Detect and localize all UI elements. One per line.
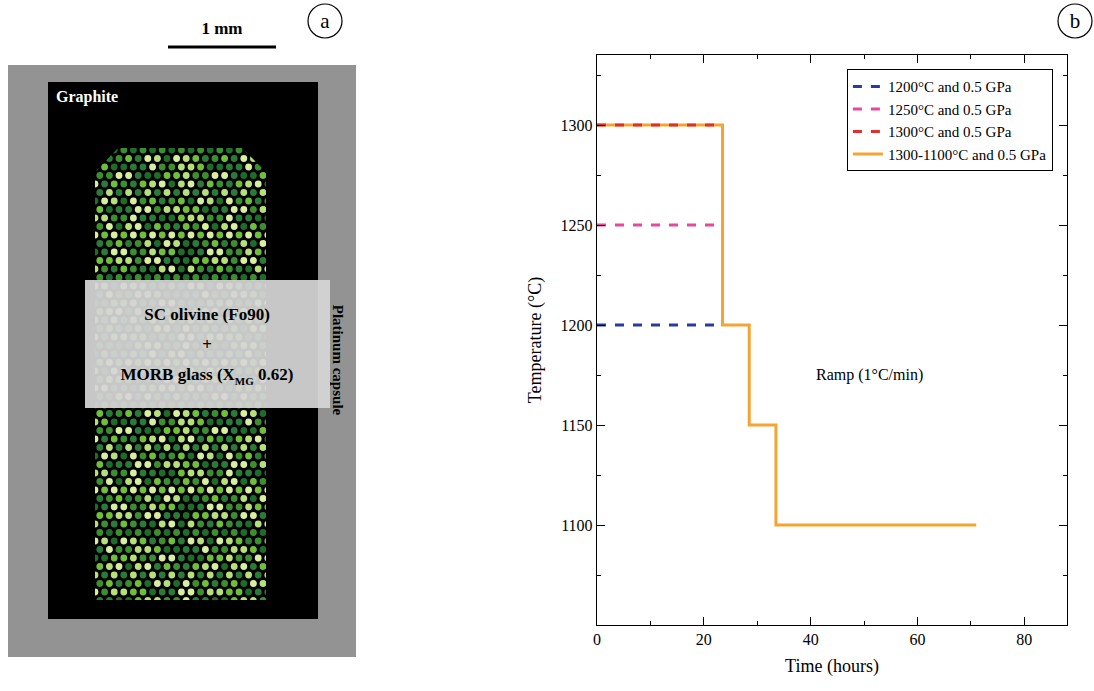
svg-text:SC olivine (Fo90): SC olivine (Fo90): [144, 305, 270, 324]
svg-text:Temperature (°C): Temperature (°C): [525, 277, 546, 403]
svg-text:1250: 1250: [561, 217, 593, 234]
svg-text:80: 80: [1016, 631, 1032, 648]
svg-text:40: 40: [803, 631, 819, 648]
svg-text:Graphite: Graphite: [56, 88, 118, 106]
svg-text:Time (hours): Time (hours): [785, 656, 879, 677]
svg-text:1150: 1150: [561, 417, 592, 434]
svg-text:Platinum capsule: Platinum capsule: [330, 305, 346, 416]
svg-text:1300: 1300: [561, 117, 593, 134]
svg-text:1 mm: 1 mm: [201, 19, 242, 38]
svg-text:1100: 1100: [561, 517, 592, 534]
svg-text:1300-1100°C and 0.5 GPa: 1300-1100°C and 0.5 GPa: [888, 147, 1046, 163]
svg-text:0: 0: [593, 631, 601, 648]
svg-text:60: 60: [909, 631, 925, 648]
svg-text:1300°C and 0.5 GPa: 1300°C and 0.5 GPa: [888, 124, 1012, 140]
svg-text:1200: 1200: [561, 317, 593, 334]
svg-text:20: 20: [696, 631, 712, 648]
svg-text:1250°C and 0.5 GPa: 1250°C and 0.5 GPa: [888, 102, 1012, 118]
svg-text:1200°C and 0.5 GPa: 1200°C and 0.5 GPa: [888, 79, 1012, 95]
svg-text:b: b: [1070, 9, 1081, 33]
svg-text:a: a: [320, 9, 330, 33]
svg-text:Ramp (1°C/min): Ramp (1°C/min): [816, 366, 923, 384]
svg-text:MORB glass (XMG 0.62): MORB glass (XMG 0.62): [121, 365, 294, 387]
svg-text:+: +: [202, 335, 212, 354]
